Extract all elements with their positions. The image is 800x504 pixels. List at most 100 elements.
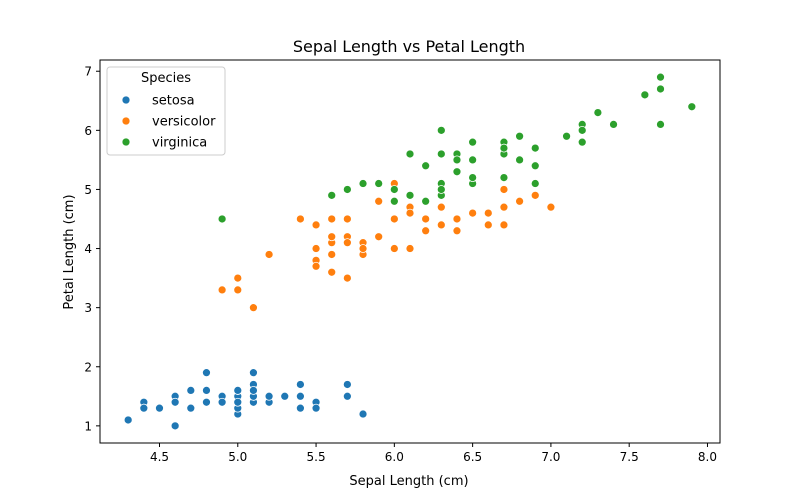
point-virginica-36 bbox=[436, 149, 446, 159]
point-setosa-36 bbox=[311, 403, 321, 413]
point-versicolor-37 bbox=[436, 220, 446, 230]
point-versicolor-48 bbox=[249, 303, 258, 313]
x-tick-label: 6.0 bbox=[385, 450, 404, 464]
point-versicolor-6 bbox=[436, 202, 446, 212]
point-setosa-49 bbox=[233, 397, 243, 407]
point-versicolor-47 bbox=[421, 226, 431, 236]
x-tick-label: 5.5 bbox=[307, 450, 326, 464]
point-virginica-0 bbox=[436, 125, 446, 135]
y-tick-label: 2 bbox=[84, 360, 92, 374]
point-setosa-47 bbox=[170, 397, 180, 407]
plot-area-frame bbox=[99, 59, 721, 444]
point-virginica-7 bbox=[593, 108, 603, 117]
point-setosa-31 bbox=[296, 391, 305, 401]
point-versicolor-35 bbox=[389, 214, 399, 224]
point-versicolor-7 bbox=[217, 285, 227, 295]
point-virginica-27 bbox=[405, 190, 415, 200]
x-tick-label: 7.5 bbox=[620, 450, 639, 464]
point-setosa-46 bbox=[249, 386, 258, 395]
y-tick-label: 7 bbox=[84, 65, 92, 79]
legend-marker-virginica bbox=[121, 137, 131, 147]
point-virginica-26 bbox=[421, 196, 431, 206]
point-virginica-38 bbox=[389, 196, 399, 206]
points-layer bbox=[123, 72, 697, 431]
point-virginica-25 bbox=[577, 125, 587, 135]
legend-label-versicolor: versicolor bbox=[152, 115, 216, 130]
y-tick-label: 6 bbox=[84, 124, 92, 138]
point-virginica-5 bbox=[640, 90, 650, 100]
point-versicolor-19 bbox=[327, 250, 337, 259]
point-virginica-41 bbox=[530, 179, 540, 188]
point-virginica-46 bbox=[436, 185, 446, 194]
point-setosa-22 bbox=[170, 421, 180, 431]
point-virginica-39 bbox=[530, 161, 540, 171]
point-setosa-18 bbox=[342, 380, 352, 389]
point-versicolor-24 bbox=[452, 226, 462, 236]
x-axis-label: Sepal Length (cm) bbox=[349, 474, 468, 489]
point-virginica-16 bbox=[468, 155, 478, 165]
point-versicolor-18 bbox=[421, 214, 431, 224]
point-setosa-16 bbox=[296, 403, 305, 413]
point-virginica-31 bbox=[687, 102, 697, 112]
point-versicolor-43 bbox=[233, 285, 243, 295]
legend-box bbox=[106, 66, 226, 156]
point-versicolor-14 bbox=[327, 267, 337, 277]
point-versicolor-12 bbox=[389, 244, 399, 253]
point-setosa-45 bbox=[202, 397, 211, 407]
x-axis-ticks: 4.5 5.0 5.5 6.0 6.5 7.0 7.5 8.0 bbox=[150, 443, 717, 464]
point-versicolor-20 bbox=[374, 196, 384, 206]
point-virginica-21 bbox=[327, 190, 337, 200]
point-versicolor-29 bbox=[342, 273, 352, 283]
point-virginica-44 bbox=[499, 143, 509, 153]
point-virginica-47 bbox=[468, 173, 478, 182]
point-versicolor-11 bbox=[374, 232, 384, 242]
point-virginica-42 bbox=[358, 179, 368, 188]
point-versicolor-0 bbox=[546, 202, 556, 212]
y-tick-label: 3 bbox=[84, 301, 92, 315]
point-virginica-35 bbox=[656, 120, 665, 129]
x-tick-label: 5.0 bbox=[228, 450, 247, 464]
point-versicolor-1 bbox=[452, 214, 462, 224]
point-virginica-4 bbox=[468, 137, 478, 147]
point-versicolor-42 bbox=[358, 244, 368, 253]
point-virginica-2 bbox=[562, 131, 571, 141]
point-virginica-49 bbox=[374, 179, 384, 188]
point-setosa-41 bbox=[155, 403, 164, 413]
point-versicolor-10 bbox=[233, 273, 243, 283]
x-tick-label: 6.5 bbox=[463, 450, 482, 464]
point-virginica-29 bbox=[577, 137, 587, 147]
point-virginica-48 bbox=[421, 161, 431, 171]
legend: Species setosa versicolor virginica bbox=[106, 66, 226, 156]
legend-entries: setosa versicolor virginica bbox=[121, 94, 216, 151]
point-versicolor-41 bbox=[405, 208, 415, 218]
point-setosa-2 bbox=[186, 403, 196, 413]
point-virginica-45 bbox=[499, 173, 509, 182]
chart-title: Sepal Length vs Petal Length bbox=[293, 37, 525, 56]
point-versicolor-49 bbox=[342, 238, 352, 248]
point-setosa-30 bbox=[202, 386, 211, 395]
point-versicolor-27 bbox=[499, 185, 509, 194]
point-virginica-19 bbox=[389, 185, 399, 194]
point-setosa-43 bbox=[233, 386, 243, 395]
x-tick-label: 7.0 bbox=[541, 450, 560, 464]
point-setosa-24 bbox=[202, 368, 211, 378]
point-setosa-29 bbox=[186, 386, 196, 395]
point-versicolor-2 bbox=[530, 190, 540, 200]
point-setosa-14 bbox=[358, 409, 368, 419]
point-virginica-13 bbox=[342, 185, 352, 194]
y-tick-label: 1 bbox=[84, 419, 92, 433]
point-versicolor-44 bbox=[327, 232, 337, 242]
point-versicolor-5 bbox=[342, 214, 352, 224]
point-virginica-6 bbox=[217, 214, 227, 224]
legend-marker-setosa bbox=[121, 95, 131, 105]
point-virginica-12 bbox=[515, 155, 524, 165]
point-virginica-18 bbox=[656, 72, 665, 82]
point-versicolor-21 bbox=[405, 244, 415, 253]
point-versicolor-25 bbox=[483, 220, 493, 230]
point-versicolor-39 bbox=[311, 244, 321, 253]
point-setosa-37 bbox=[217, 397, 227, 407]
point-virginica-34 bbox=[405, 149, 415, 159]
point-setosa-48 bbox=[280, 391, 290, 401]
point-setosa-15 bbox=[342, 391, 352, 401]
